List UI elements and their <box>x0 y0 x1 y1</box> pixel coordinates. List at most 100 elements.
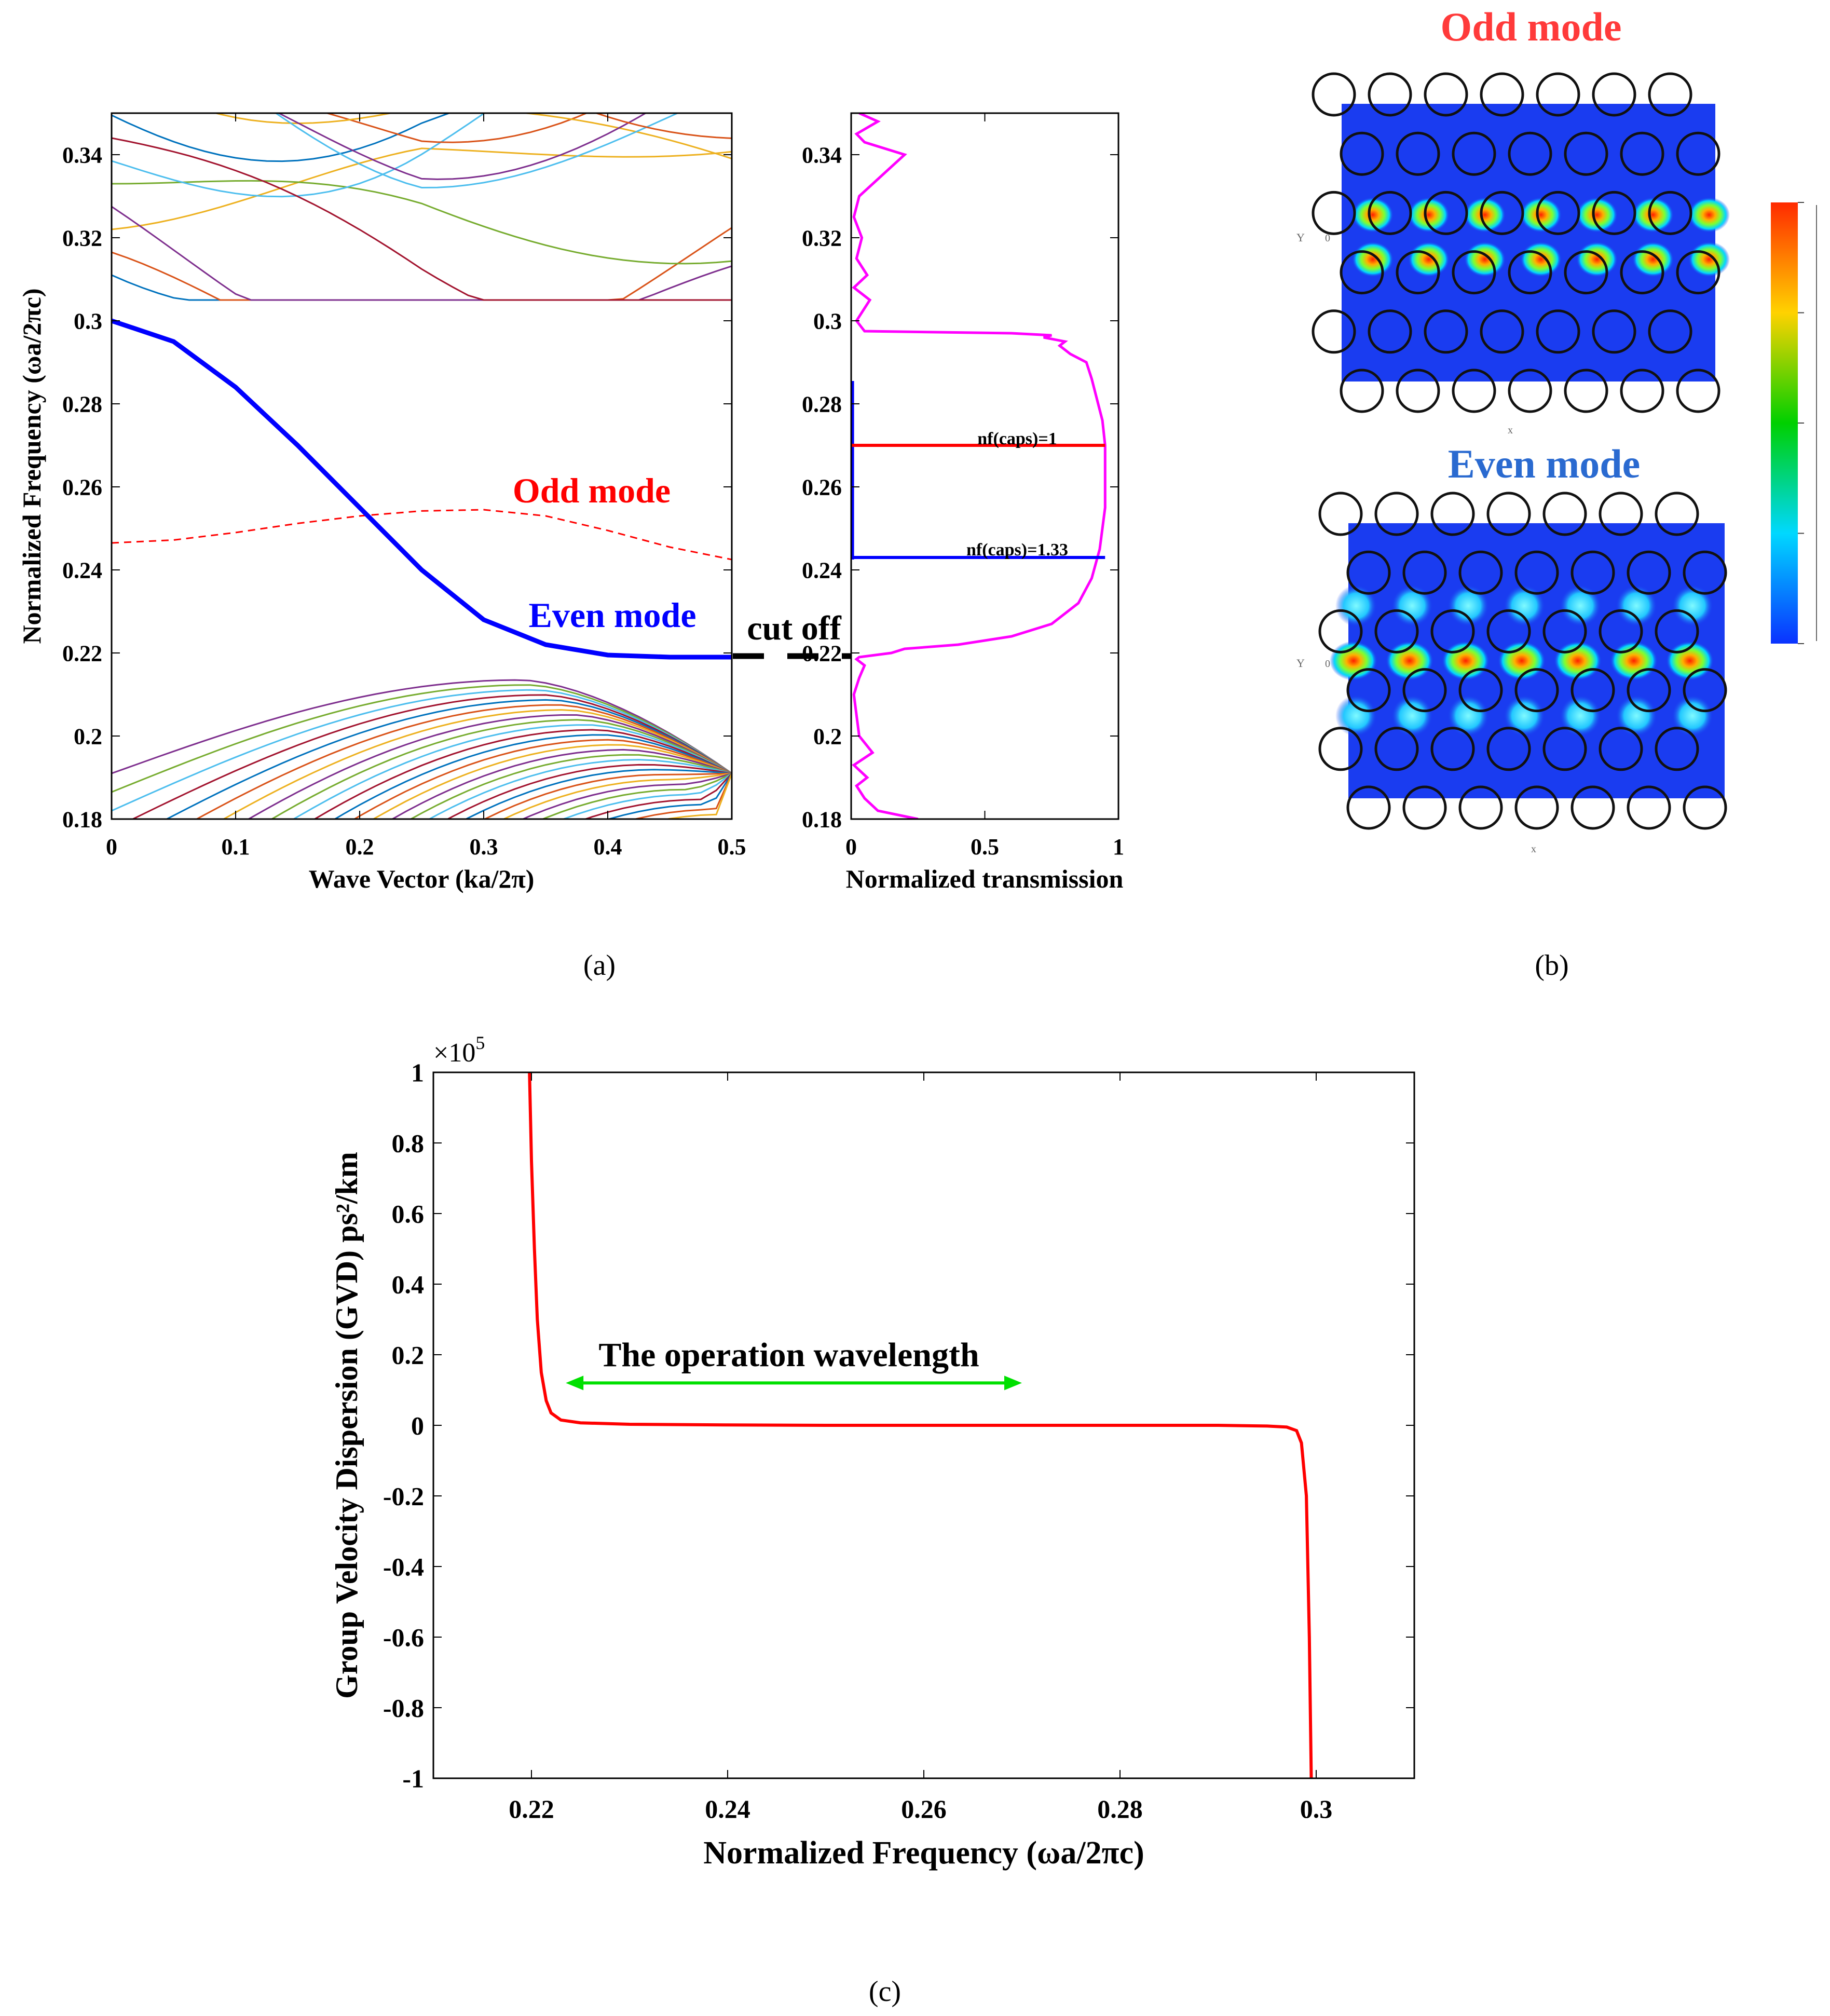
colorbar-gradient <box>1771 202 1798 644</box>
photonic-rod <box>1452 131 1496 176</box>
field-cyan-spot <box>1560 585 1601 626</box>
y-tick-label: 0.26 <box>802 474 842 500</box>
field-hotspot <box>1464 197 1506 233</box>
photonic-rod <box>1318 609 1363 653</box>
photonic-rod <box>1374 727 1419 771</box>
y-tick-label: -1 <box>402 1764 424 1793</box>
upper-bulk-band <box>112 180 732 265</box>
gvd-xlabel: Normalized Frequency (ωa/2πc) <box>703 1835 1144 1871</box>
upper-bulk-band <box>213 113 732 160</box>
y-tick-label: 0.34 <box>62 142 102 168</box>
even-mode-line <box>112 318 732 660</box>
photonic-rod <box>1452 250 1496 295</box>
band-ylabel: Normalized Frequency (ωa/2πc) <box>17 288 46 644</box>
odd-map-y-tick-0: 0 <box>1325 233 1330 244</box>
photonic-rod <box>1452 369 1496 413</box>
field-cyan-spot <box>1672 585 1713 626</box>
transmission-line <box>852 113 1107 819</box>
gvd-line <box>528 1072 1313 1779</box>
gvd-scale-label: ×105 <box>433 1032 485 1068</box>
photonic-rod <box>1340 369 1384 413</box>
photonic-rod <box>1514 550 1559 595</box>
y-tick-label: 0.6 <box>392 1200 425 1229</box>
y-tick-label: 0.22 <box>802 641 842 666</box>
photonic-rod <box>1368 190 1412 235</box>
photonic-rod <box>1599 609 1643 653</box>
photonic-rod <box>1564 250 1608 295</box>
y-tick-label: -0.6 <box>383 1623 424 1652</box>
y-tick-label: 0.18 <box>62 807 102 832</box>
odd-map-x-axis-label: x <box>1508 425 1513 436</box>
photonic-rod <box>1318 727 1363 771</box>
photonic-rod <box>1592 309 1636 354</box>
field-cyan-spot <box>1447 585 1489 626</box>
odd-mode-field-map <box>1312 72 1730 413</box>
photonic-rod <box>1396 250 1440 295</box>
panel-label-c: (c) <box>869 1976 901 2008</box>
y-tick-label: 0.22 <box>62 641 102 666</box>
photonic-rod <box>1508 250 1552 295</box>
photonic-rod <box>1430 492 1475 536</box>
x-tick-label: 0.3 <box>470 834 498 860</box>
y-tick-label: 0.32 <box>62 225 102 251</box>
field-hotspot <box>1576 197 1618 233</box>
photonic-rod <box>1648 190 1692 235</box>
y-tick-label: 0.24 <box>802 557 842 583</box>
x-tick-label: 0 <box>845 834 857 860</box>
y-tick-label: -0.4 <box>383 1552 424 1582</box>
field-hotspot <box>1352 197 1394 233</box>
lower-bulk-band <box>372 744 732 819</box>
photonic-rod <box>1683 550 1727 595</box>
lower-bulk-band <box>247 714 732 819</box>
field-cyan-spot <box>1504 585 1545 626</box>
even-map-x-axis-label: x <box>1531 843 1536 855</box>
y-tick-label: 0.32 <box>802 225 842 251</box>
bulk-bands <box>112 0 732 819</box>
transmission-panel: 0 0.5 10.180.20.220.240.260.280.30.320.34 … <box>802 112 1124 893</box>
lower-bulk-band <box>112 679 732 774</box>
photonic-rod <box>1458 785 1503 830</box>
photonic-rod <box>1346 550 1391 595</box>
y-tick-label: 0.2 <box>813 724 842 749</box>
field-cyan-spot <box>1391 585 1433 626</box>
upper-bulk-band <box>275 113 679 189</box>
lower-bulk-band <box>112 689 732 812</box>
photonic-rod <box>1592 72 1636 117</box>
upper-bulk-band <box>112 0 732 24</box>
panel-label-b: (b) <box>1535 949 1568 982</box>
upper-bulk-band <box>112 206 732 301</box>
photonic-rod <box>1374 609 1419 653</box>
photonic-rod <box>1480 309 1524 354</box>
photonic-rod <box>1340 131 1384 176</box>
photonic-rod <box>1536 72 1580 117</box>
field-hotspot <box>1632 197 1674 233</box>
field-hotspot <box>1408 241 1450 277</box>
upper-bulk-band <box>112 274 732 301</box>
x-tick-label: 0.26 <box>901 1794 947 1823</box>
field-hotspot <box>1464 241 1506 277</box>
colorbar-ticks <box>1798 202 1817 644</box>
gvd-series <box>528 1072 1313 1779</box>
field-hotspot <box>1520 241 1562 277</box>
band-series <box>112 318 732 660</box>
photonic-rod <box>1655 727 1699 771</box>
photonic-rod <box>1312 309 1356 354</box>
photonic-rod <box>1599 492 1643 536</box>
lower-bulk-band <box>632 773 732 819</box>
field-cyan-spot <box>1616 585 1657 626</box>
lower-bulk-band <box>409 754 732 819</box>
photonic-rod <box>1627 668 1671 713</box>
photonic-rod <box>1676 131 1720 176</box>
photonic-rod <box>1570 550 1615 595</box>
transmission-xlabel: Normalized transmission <box>846 864 1124 893</box>
photonic-rod <box>1564 131 1608 176</box>
y-tick-label: 0.2 <box>74 724 102 749</box>
photonic-rod <box>1542 492 1587 536</box>
y-tick-label: 0.26 <box>62 474 102 500</box>
upper-bulk-band <box>112 137 732 301</box>
lower-bulk-band <box>464 769 732 819</box>
lower-bulk-band <box>446 764 732 819</box>
photonic-rod <box>1655 609 1699 653</box>
y-tick-label: 0.24 <box>62 557 102 583</box>
